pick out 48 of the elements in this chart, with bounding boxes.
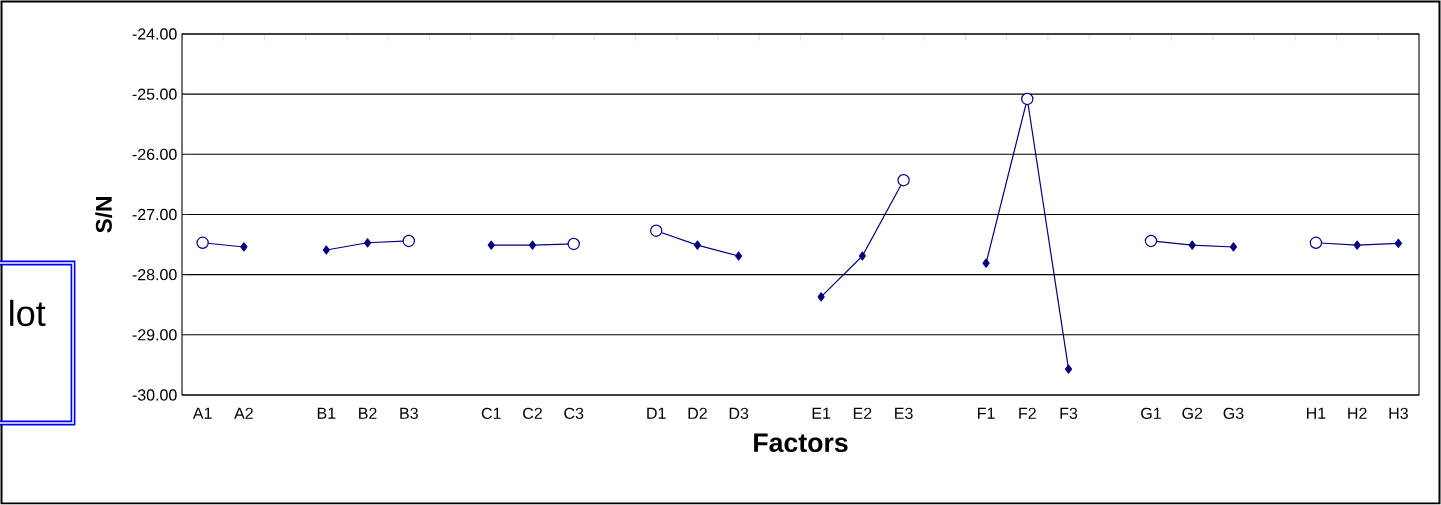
x-tick-label: B2 bbox=[359, 407, 377, 419]
x-tick-label: D1 bbox=[647, 407, 666, 419]
text: lot bbox=[10, 299, 46, 327]
x-tick-label: G1 bbox=[1141, 407, 1161, 420]
x-tick-label: B3 bbox=[400, 407, 418, 420]
x-tick-label: F2 bbox=[1019, 407, 1036, 419]
x-tick-label: E1 bbox=[812, 407, 831, 419]
y-tick-label: -27.00 bbox=[132, 208, 177, 221]
point bbox=[1229, 242, 1238, 252]
point bbox=[735, 251, 743, 261]
point bbox=[363, 238, 372, 248]
x-tick-label: A2 bbox=[234, 407, 253, 419]
x-tick-label: H1 bbox=[1307, 407, 1326, 419]
point bbox=[1353, 240, 1361, 250]
point bbox=[528, 240, 537, 250]
x-tick-label: E3 bbox=[895, 407, 913, 420]
y-tick-label: -25.00 bbox=[132, 88, 177, 100]
x-tick-label: D3 bbox=[729, 407, 749, 420]
x-tick-label: D2 bbox=[688, 407, 707, 419]
y-tick-label: -28.00 bbox=[132, 269, 177, 281]
y-tick-label: -26.00 bbox=[132, 148, 177, 160]
x-tick-label: A1 bbox=[192, 407, 212, 419]
x-tick-label: H2 bbox=[1348, 407, 1367, 419]
x-tick-label: G2 bbox=[1182, 407, 1203, 420]
y-axis-title: S/N bbox=[95, 197, 113, 233]
x-tick-label: C3 bbox=[564, 407, 584, 420]
x-tick-label: E2 bbox=[853, 407, 872, 419]
x-tick-label: C1 bbox=[481, 407, 501, 420]
x-tick-label: G3 bbox=[1223, 407, 1244, 420]
point bbox=[1188, 240, 1196, 250]
point bbox=[982, 258, 990, 268]
x-tick-label: F3 bbox=[1060, 407, 1078, 420]
point bbox=[1064, 364, 1073, 374]
x-tick-label: H3 bbox=[1389, 407, 1408, 420]
x-tick-label: C2 bbox=[523, 407, 542, 420]
point bbox=[858, 251, 866, 261]
point bbox=[322, 245, 330, 255]
point bbox=[693, 240, 702, 250]
point bbox=[817, 292, 825, 302]
y-tick-label: -24.00 bbox=[132, 28, 177, 40]
point bbox=[1394, 238, 1402, 248]
y-tick-label: -30.00 bbox=[132, 389, 177, 401]
x-axis-title: Factors bbox=[754, 433, 848, 453]
x-tick-label: B1 bbox=[317, 407, 336, 419]
point bbox=[487, 240, 495, 250]
point bbox=[240, 242, 248, 252]
x-tick-label: F1 bbox=[978, 407, 995, 419]
y-tick-label: -29.00 bbox=[132, 329, 177, 341]
